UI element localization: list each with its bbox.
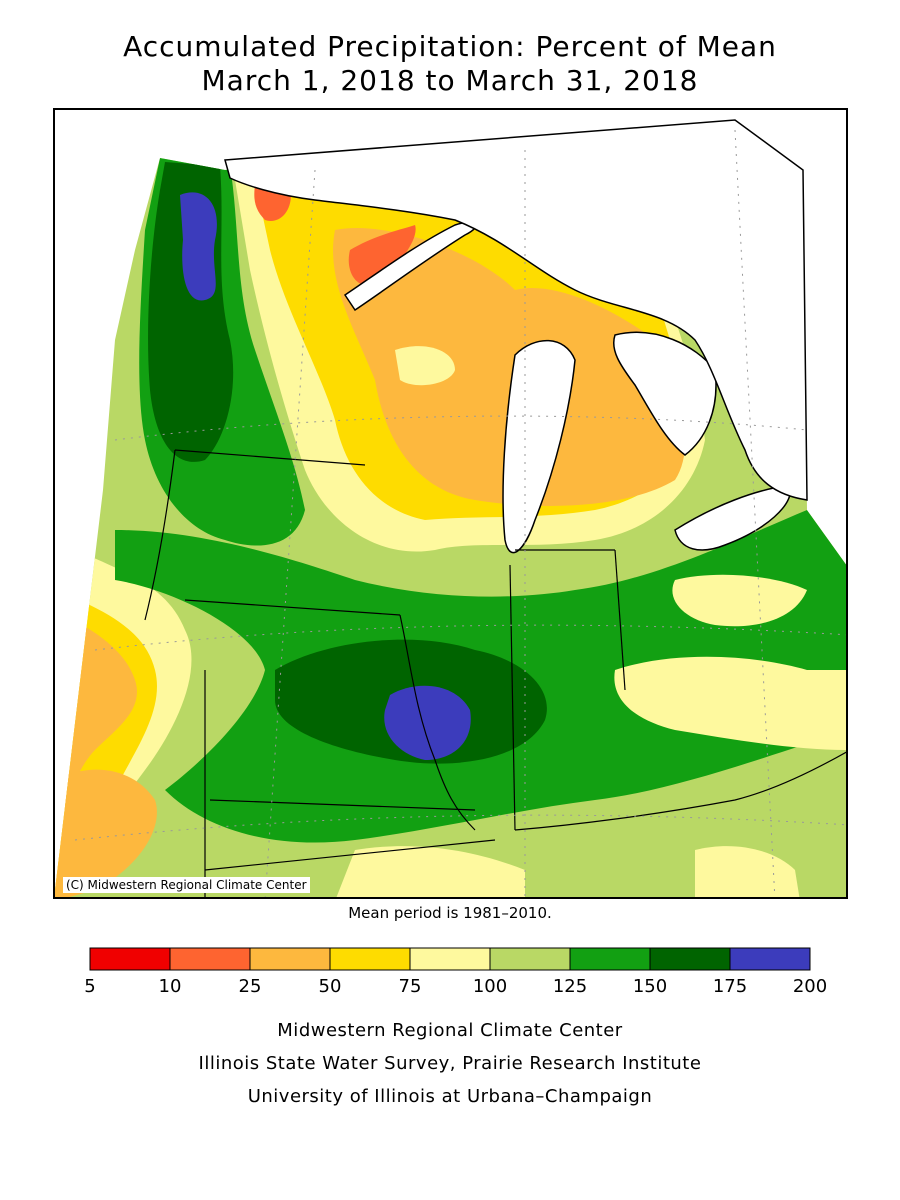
- credit-line-2: Illinois State Water Survey, Prairie Res…: [198, 1053, 702, 1074]
- copyright-label: (C) Midwestern Regional Climate Center: [63, 877, 310, 893]
- boundary-in-oh: [614, 549, 626, 691]
- legend-tick-label: 25: [239, 976, 262, 997]
- region-75-100-southeast: [695, 846, 800, 897]
- legend-tick-label: 200: [793, 976, 827, 997]
- state-boundaries: [144, 449, 846, 897]
- legend-tick-label: 125: [553, 976, 587, 997]
- region-175-200-north: [180, 192, 217, 301]
- lake-michigan: [502, 339, 576, 554]
- boundary-il-in: [509, 564, 516, 831]
- legend-swatch-5-10: [89, 947, 171, 971]
- credit-line-3: University of Illinois at Urbana–Champai…: [247, 1086, 653, 1107]
- legend-swatch-10-25: [169, 947, 251, 971]
- graticule: [74, 129, 846, 897]
- boundary-west-mn: [144, 449, 176, 621]
- legend-swatch-175-200: [729, 947, 811, 971]
- boundary-south: [204, 839, 496, 871]
- map-title-line1: Accumulated Precipitation: Percent of Me…: [123, 30, 777, 63]
- region-10-25-northshore: [348, 225, 416, 286]
- color-legend: 5 10 25 50 75 100 125 150 175 200: [84, 947, 827, 997]
- graticule-lat-3: [74, 814, 846, 841]
- legend-swatch-50-75: [329, 947, 411, 971]
- boundary-ia-mn: [184, 599, 401, 616]
- map-title-line2: March 1, 2018 to March 31, 2018: [201, 64, 699, 97]
- graticule-lat-1: [114, 415, 808, 441]
- legend-tick-label: 5: [84, 976, 95, 997]
- legend-tick-label: 100: [473, 976, 507, 997]
- legend-swatch-25-50: [249, 947, 331, 971]
- region-75-100-east: [614, 656, 846, 750]
- boundary-il-west: [399, 614, 476, 831]
- legend-swatch-100-125: [489, 947, 571, 971]
- precipitation-map: (C) Midwestern Regional Climate Center: [53, 108, 848, 899]
- canada-region: [224, 119, 808, 501]
- region-175-200-central: [384, 685, 471, 760]
- legend-tick-label: 150: [633, 976, 667, 997]
- graticule-lon-3: [734, 129, 776, 897]
- region-75-100-island: [395, 346, 455, 386]
- boundary-mo-ia: [209, 799, 476, 811]
- legend-swatch-150-175: [649, 947, 731, 971]
- legend-tick-label: 75: [399, 976, 422, 997]
- map-canvas: [55, 119, 846, 897]
- lake-huron: [613, 331, 717, 456]
- boundary-nd-mn: [174, 449, 366, 466]
- legend-tick-label: 50: [319, 976, 342, 997]
- credit-line-1: Midwestern Regional Climate Center: [277, 1020, 623, 1041]
- region-75-100-south: [335, 846, 525, 897]
- legend-tick-label: 175: [713, 976, 747, 997]
- lake-erie: [674, 484, 792, 551]
- boundary-ky-north: [514, 751, 846, 831]
- graticule-lat-2: [94, 624, 846, 651]
- region-25-50-central: [333, 228, 686, 506]
- mean-period-note: Mean period is 1981–2010.: [348, 904, 552, 922]
- region-25-50-southwest: [55, 769, 157, 897]
- legend-swatch-75-100: [409, 947, 491, 971]
- legend-tick-label: 10: [159, 976, 182, 997]
- region-75-100-ohio: [672, 574, 807, 627]
- legend-swatch-125-150: [569, 947, 651, 971]
